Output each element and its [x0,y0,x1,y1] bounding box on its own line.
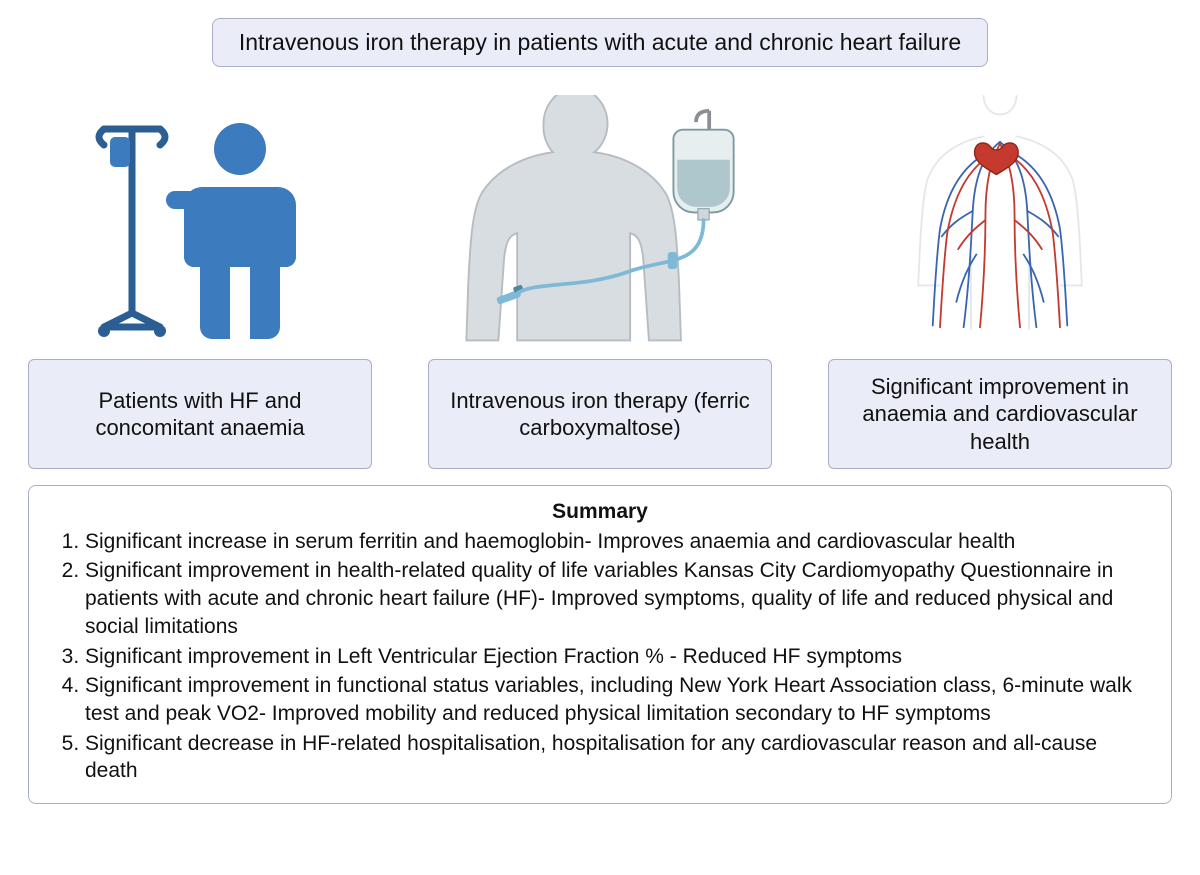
summary-item: Significant improvement in Left Ventricu… [85,643,1149,671]
column-label-patients: Patients with HF and concomitant anaemia [28,359,372,469]
iv-stand-patient-icon [28,95,372,345]
page-title: Intravenous iron therapy in patients wit… [212,18,988,67]
summary-item: Significant improvement in functional st… [85,672,1149,727]
column-label-outcome: Significant improvement in anaemia and c… [828,359,1172,469]
column-outcome: Significant improvement in anaemia and c… [828,95,1172,469]
summary-list: Significant increase in serum ferritin a… [51,528,1149,785]
column-therapy: Intravenous iron therapy (ferric carboxy… [428,95,772,469]
iv-infusion-patient-icon [428,95,772,345]
summary-box: Summary Significant increase in serum fe… [28,485,1172,804]
column-label-therapy: Intravenous iron therapy (ferric carboxy… [428,359,772,469]
columns-row: Patients with HF and concomitant anaemia [28,95,1172,469]
summary-item: Significant decrease in HF-related hospi… [85,730,1149,785]
vascular-anatomy-icon [828,95,1172,345]
column-patients: Patients with HF and concomitant anaemia [28,95,372,469]
summary-heading: Summary [51,498,1149,526]
summary-item: Significant improvement in health-relate… [85,557,1149,640]
summary-item: Significant increase in serum ferritin a… [85,528,1149,556]
